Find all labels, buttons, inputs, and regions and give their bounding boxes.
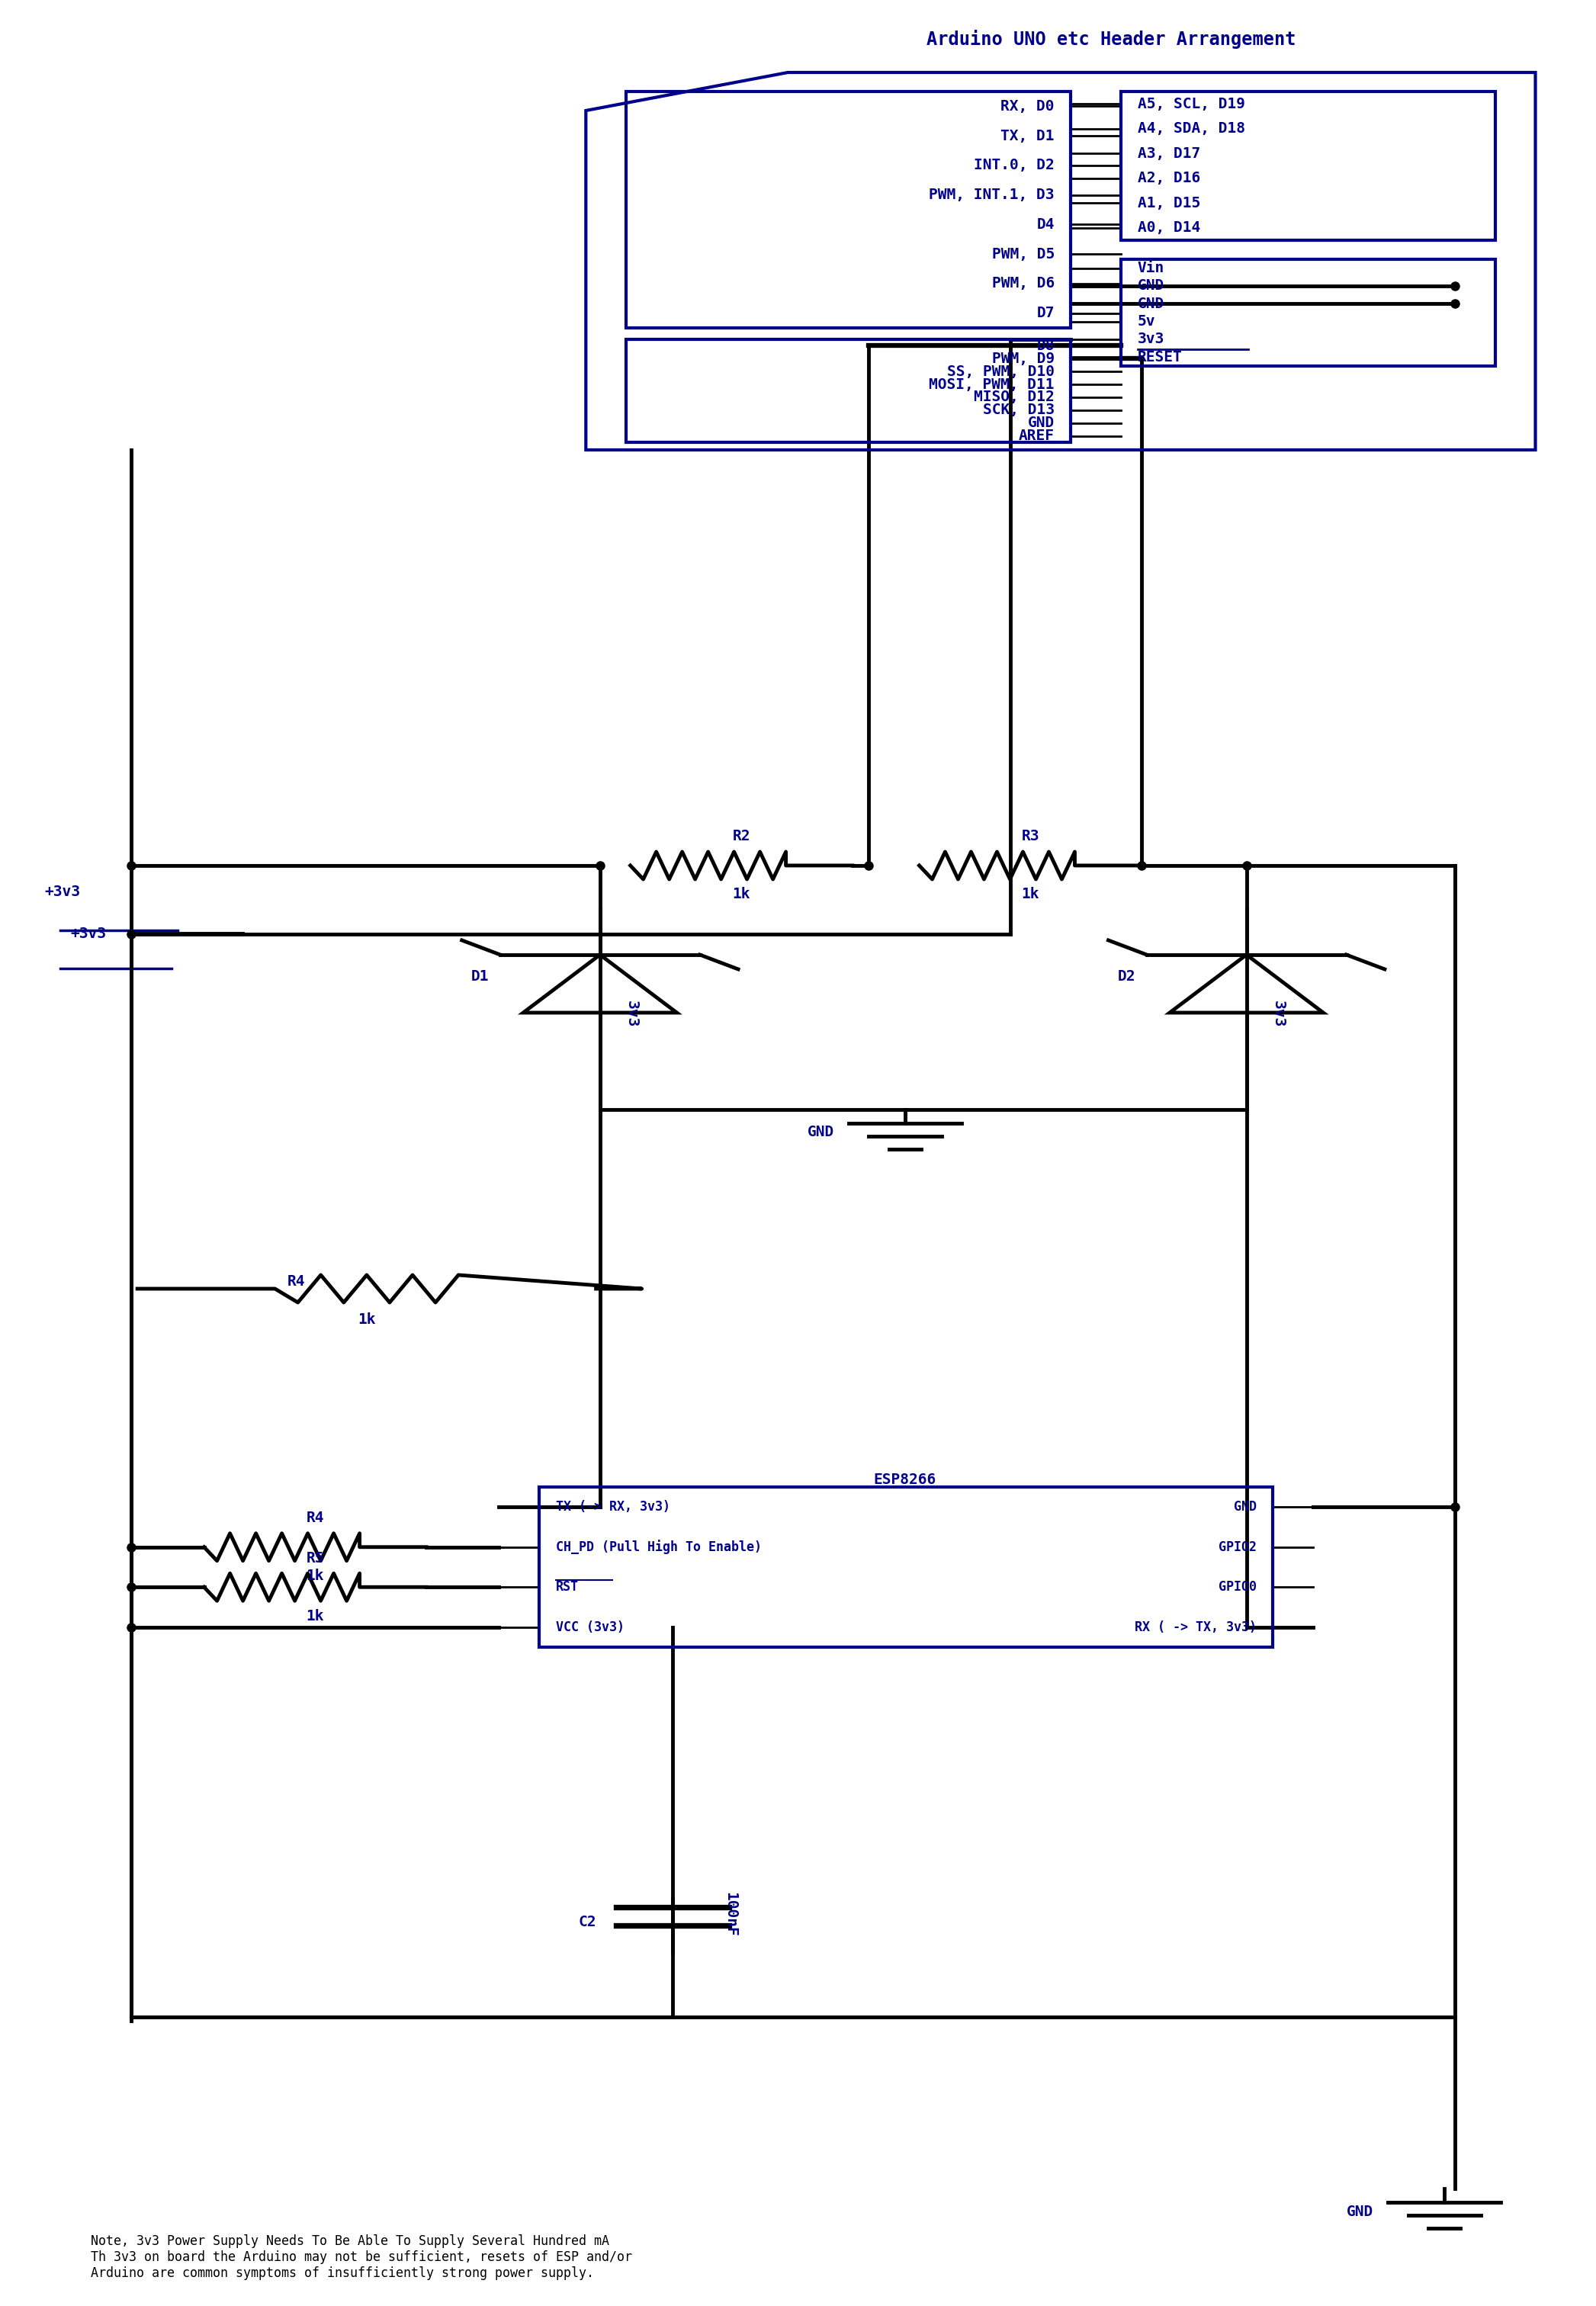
Text: PWM, INT.1, D3: PWM, INT.1, D3	[929, 187, 1055, 203]
Text: GND: GND	[1138, 279, 1165, 293]
Bar	[626, 92, 1071, 327]
Bar	[539, 1487, 1272, 1646]
Text: +3v3: +3v3	[70, 927, 107, 941]
Text: PWM, D6: PWM, D6	[991, 277, 1055, 291]
Text: SCK, D13: SCK, D13	[983, 404, 1055, 417]
Text: GPIO0: GPIO0	[1218, 1580, 1256, 1593]
Bar	[626, 339, 1071, 443]
Text: GND: GND	[1347, 2205, 1374, 2218]
Text: GND: GND	[808, 1125, 835, 1139]
Text: GND: GND	[1138, 297, 1165, 311]
Text: MISO, D12: MISO, D12	[974, 390, 1055, 404]
Text: INT.0, D2: INT.0, D2	[974, 159, 1055, 173]
Text: RST: RST	[555, 1580, 578, 1593]
Text: VCC (3v3): VCC (3v3)	[555, 1621, 624, 1635]
Text: 3v3: 3v3	[1138, 332, 1165, 346]
Text: R2: R2	[733, 830, 750, 844]
Text: D7: D7	[1037, 307, 1055, 321]
Text: 5v: 5v	[1138, 314, 1156, 330]
Text: R5: R5	[306, 1552, 324, 1566]
Text: A3, D17: A3, D17	[1138, 145, 1200, 161]
Text: +3v3: +3v3	[45, 886, 80, 899]
Text: GND: GND	[1234, 1501, 1256, 1513]
Text: D2: D2	[1117, 969, 1135, 982]
Text: A4, SDA, D18: A4, SDA, D18	[1138, 122, 1245, 136]
Text: TX, D1: TX, D1	[1001, 129, 1055, 143]
Text: D4: D4	[1037, 217, 1055, 231]
Bar	[1122, 92, 1495, 240]
Text: D1: D1	[471, 969, 488, 982]
Text: CH_PD (Pull High To Enable): CH_PD (Pull High To Enable)	[555, 1540, 761, 1554]
Text: ESP8266: ESP8266	[873, 1471, 937, 1487]
Text: 1k: 1k	[358, 1312, 375, 1326]
Text: 3v3: 3v3	[1270, 1001, 1285, 1028]
Text: 1k: 1k	[1021, 888, 1039, 902]
Text: A0, D14: A0, D14	[1138, 221, 1200, 235]
Text: 3v3: 3v3	[624, 1001, 638, 1028]
Text: R3: R3	[1021, 830, 1039, 844]
Text: RX ( -> TX, 3v3): RX ( -> TX, 3v3)	[1135, 1621, 1256, 1635]
Text: R4: R4	[287, 1273, 305, 1289]
Text: AREF: AREF	[1018, 429, 1055, 443]
Text: GND: GND	[1028, 415, 1055, 431]
Text: TX (-> RX, 3v3): TX (-> RX, 3v3)	[555, 1501, 670, 1513]
Text: Arduino UNO etc Header Arrangement: Arduino UNO etc Header Arrangement	[926, 30, 1296, 48]
Text: 100nF: 100nF	[723, 1891, 737, 1937]
Text: C2: C2	[578, 1914, 595, 1928]
Text: RX, D0: RX, D0	[1001, 99, 1055, 113]
Text: PWM, D5: PWM, D5	[991, 247, 1055, 261]
Text: SS, PWM, D10: SS, PWM, D10	[946, 364, 1055, 378]
Text: 1k: 1k	[306, 1610, 324, 1623]
Text: D8: D8	[1037, 339, 1055, 353]
Text: 1k: 1k	[733, 888, 750, 902]
Text: PWM, D9: PWM, D9	[991, 351, 1055, 367]
Text: Vin: Vin	[1138, 261, 1165, 274]
Text: MOSI, PWM, D11: MOSI, PWM, D11	[929, 378, 1055, 392]
Text: GPIO2: GPIO2	[1218, 1540, 1256, 1554]
Text: RESET: RESET	[1138, 351, 1183, 364]
Text: A2, D16: A2, D16	[1138, 171, 1200, 184]
Text: Note, 3v3 Power Supply Needs To Be Able To Supply Several Hundred mA
Th 3v3 on b: Note, 3v3 Power Supply Needs To Be Able …	[91, 2235, 632, 2281]
Text: 1k: 1k	[306, 1568, 324, 1584]
Bar	[1122, 258, 1495, 367]
Text: A1, D15: A1, D15	[1138, 196, 1200, 210]
Text: A5, SCL, D19: A5, SCL, D19	[1138, 97, 1245, 111]
Text: R4: R4	[306, 1510, 324, 1524]
